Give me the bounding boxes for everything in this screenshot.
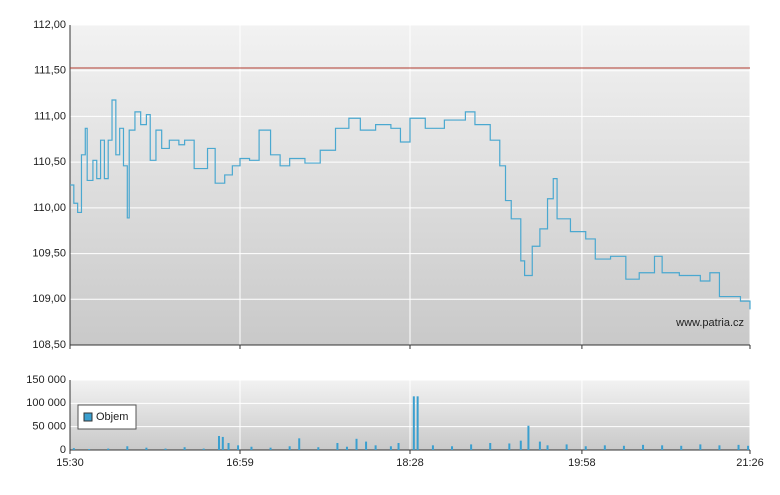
volume-bar	[451, 446, 454, 450]
volume-bar	[397, 443, 400, 450]
volume-bar	[519, 440, 522, 450]
volume-bar	[298, 438, 301, 450]
volume-bar	[680, 445, 683, 450]
volume-bar	[227, 443, 230, 450]
volume-bar	[737, 444, 740, 450]
y-tick-label: 110,00	[33, 202, 66, 214]
price-line	[70, 99, 751, 310]
volume-bar	[336, 443, 339, 450]
y-tick-label: 109,00	[32, 293, 66, 305]
x-tick-label: 15:30	[56, 457, 84, 469]
volume-bar	[183, 447, 186, 450]
volume-bar	[107, 448, 110, 450]
legend-label: Objem	[96, 411, 128, 423]
volume-bar	[250, 446, 253, 450]
volume-bar	[470, 444, 473, 450]
volume-bar	[622, 445, 625, 450]
volume-bar	[389, 446, 392, 450]
y-tick-label: 0	[60, 444, 66, 456]
volume-bar	[416, 396, 419, 450]
volume-bar	[489, 443, 492, 450]
watermark: www.patria.cz	[675, 317, 744, 329]
volume-bar	[642, 444, 645, 450]
volume-bar	[527, 425, 530, 450]
volume-bar	[603, 445, 606, 450]
volume-bar	[145, 447, 148, 450]
volume-bar	[217, 436, 220, 450]
volume-bar	[661, 445, 664, 450]
volume-bar	[718, 445, 721, 450]
x-tick-label: 16:59	[226, 457, 254, 469]
volume-bar	[565, 444, 568, 450]
y-tick-label: 109,50	[32, 247, 66, 259]
volume-bar	[126, 446, 129, 450]
y-tick-label: 111,50	[34, 65, 66, 77]
volume-bar	[431, 445, 434, 450]
volume-bar	[221, 436, 224, 450]
volume-bar	[202, 448, 205, 450]
volume-bar	[699, 444, 702, 450]
y-tick-label: 100 000	[26, 397, 66, 409]
volume-bar	[355, 438, 358, 450]
x-tick-label: 18:28	[396, 457, 424, 469]
x-tick-label: 21:26	[736, 457, 764, 469]
y-tick-label: 112,00	[33, 19, 66, 31]
volume-bar	[747, 445, 750, 450]
volume-bar	[584, 446, 587, 450]
volume-bar	[269, 447, 272, 450]
volume-bar	[164, 448, 167, 450]
y-tick-label: 150 000	[26, 374, 66, 386]
volume-bar	[508, 443, 511, 450]
layer: 108,50 109,00 109,50 110,00 110,50 111,00 111,…	[26, 19, 764, 469]
x-tick-label: 19:58	[568, 457, 596, 469]
volume-bar	[72, 448, 75, 450]
volume-bar	[288, 446, 291, 450]
volume-bar	[412, 396, 415, 450]
volume-bar	[317, 447, 320, 450]
legend-swatch	[83, 412, 93, 422]
volume-bar	[365, 441, 368, 450]
y-tick-label: 110,50	[33, 156, 66, 168]
volume-bar	[538, 441, 541, 450]
y-tick-label: 50 000	[32, 421, 66, 433]
y-tick-label: 111,00	[34, 110, 66, 122]
volume-bar	[374, 445, 377, 450]
volume-bar	[237, 445, 240, 450]
volume-bar	[88, 449, 91, 450]
volume-bar	[546, 445, 549, 450]
volume-bar	[345, 446, 348, 450]
y-tick-label: 108,50	[32, 339, 66, 351]
